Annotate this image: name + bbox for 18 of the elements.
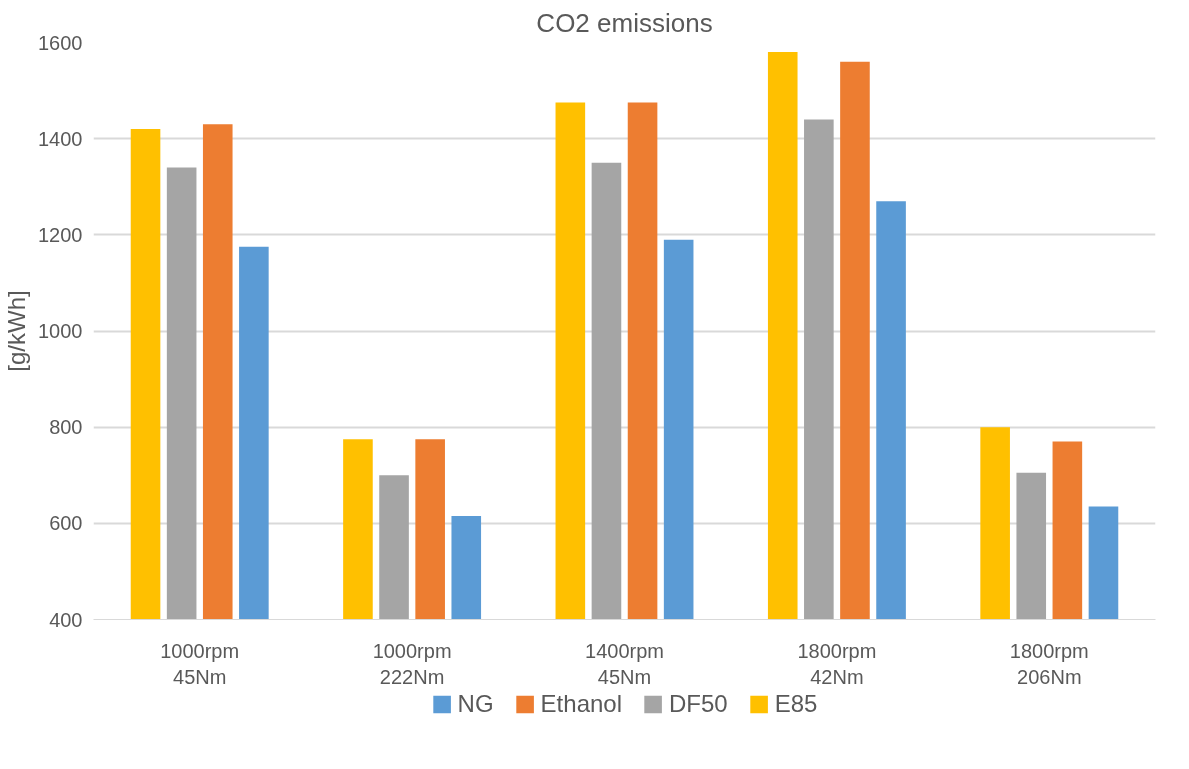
y-tick-label: 800 xyxy=(49,416,83,439)
x-tick-label: 1400rpm 45Nm xyxy=(585,639,664,688)
legend-label: Ethanol xyxy=(540,690,623,718)
chart-title: CO2 emissions xyxy=(536,7,713,38)
y-tick-label: 400 xyxy=(49,608,83,631)
y-axis-title: [g/kWh] xyxy=(3,290,31,372)
legend-label: DF50 xyxy=(669,690,728,718)
y-tick-label: 1600 xyxy=(38,31,83,54)
y-tick-label: 1000 xyxy=(38,320,83,342)
legend-label: NG xyxy=(457,690,494,718)
legend-label: E85 xyxy=(774,690,818,718)
y-tick-label: 600 xyxy=(49,512,83,535)
x-tick-label: 1000rpm 45Nm xyxy=(160,639,240,688)
x-tick-label: 1800rpm 206Nm xyxy=(1009,639,1089,688)
y-tick-label: 1200 xyxy=(38,223,83,246)
y-tick-label: 1400 xyxy=(38,127,83,150)
x-tick-label: 1800rpm 42Nm xyxy=(797,639,877,688)
x-tick-label: 1000rpm 222Nm xyxy=(372,639,452,688)
